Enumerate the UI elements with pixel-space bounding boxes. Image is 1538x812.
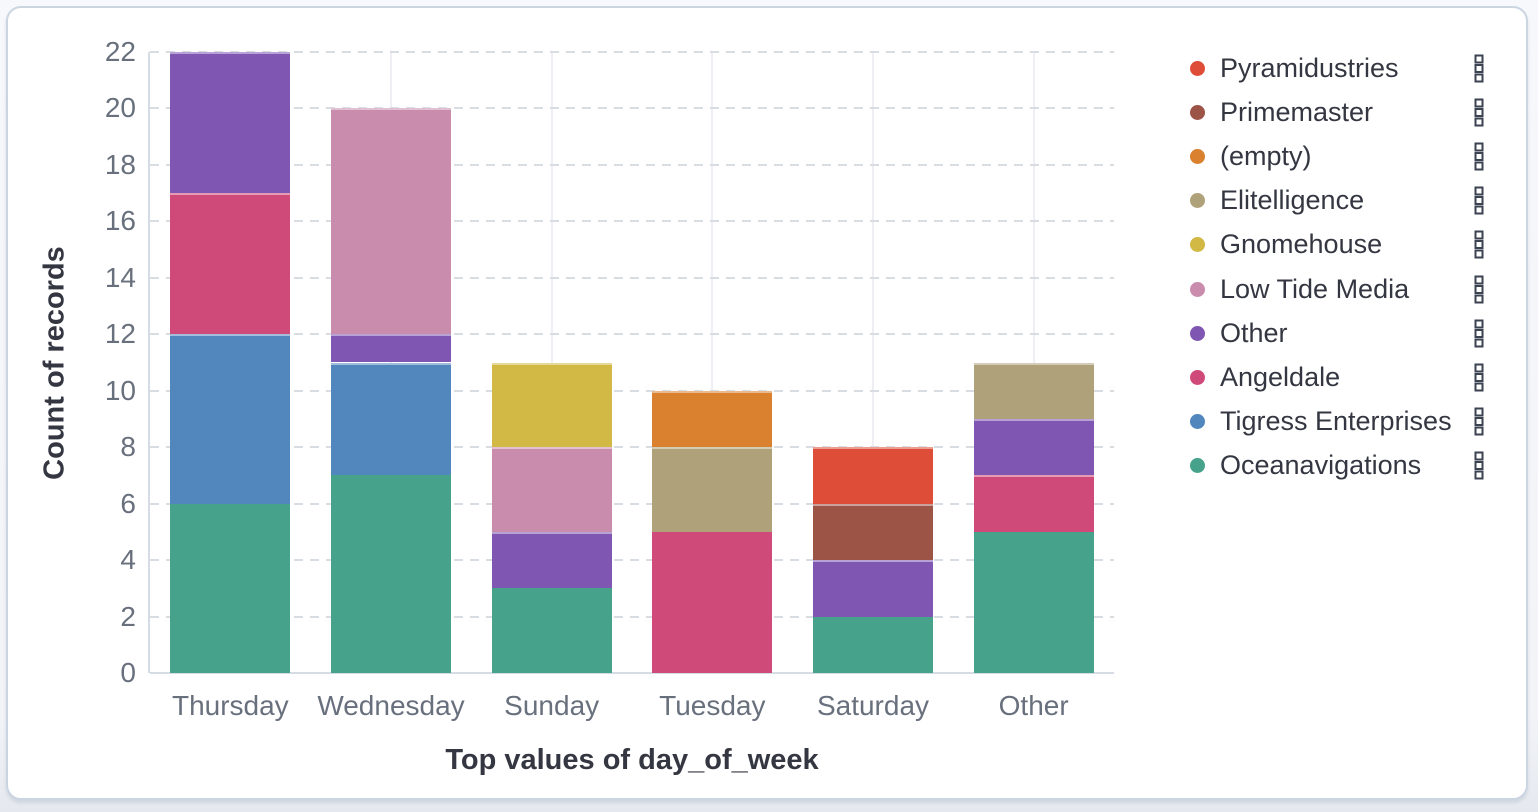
bar-segment-oceanavigations[interactable] — [331, 475, 451, 673]
y-axis-tick-label: 14 — [104, 261, 136, 293]
horizontal-gridline — [150, 107, 1114, 110]
legend-color-dot — [1190, 325, 1205, 341]
legend-item-label: Pyramidustries — [1220, 52, 1399, 83]
legend-actions-icon[interactable] — [1474, 451, 1484, 480]
visualization-panel: Count of records Top values of day_of_we… — [6, 6, 1528, 800]
horizontal-gridline — [150, 51, 1114, 53]
legend-actions-icon[interactable] — [1474, 186, 1484, 215]
vertical-gridline — [872, 52, 874, 673]
horizontal-gridline — [150, 389, 1114, 392]
bar-segment-other[interactable] — [813, 560, 933, 617]
legend-item[interactable]: Pyramidustries — [1182, 46, 1512, 90]
x-axis-tick-label: Tuesday — [659, 690, 766, 721]
legend-color-dot — [1190, 414, 1205, 430]
bar-segment-other[interactable] — [170, 52, 291, 194]
legend-item[interactable]: Angeldale — [1182, 355, 1512, 399]
bar-segment-oceanavigations[interactable] — [973, 531, 1094, 673]
legend-item[interactable]: Low Tide Media — [1182, 267, 1512, 311]
horizontal-gridline — [150, 446, 1114, 449]
legend-item-label: Primemaster — [1220, 96, 1374, 127]
y-axis-tick-label: 10 — [104, 374, 136, 406]
legend-actions-icon[interactable] — [1474, 319, 1484, 348]
bar-segment-oceanavigations[interactable] — [170, 503, 291, 673]
y-axis-tick-label: 20 — [104, 92, 136, 124]
bar-segment-angeldale[interactable] — [652, 531, 773, 673]
y-axis-tick-label: 4 — [120, 544, 136, 576]
y-axis-tick-label: 6 — [120, 487, 136, 519]
legend-item-label: Low Tide Media — [1220, 273, 1410, 304]
x-axis-tick-label: Saturday — [816, 690, 930, 721]
legend-actions-icon[interactable] — [1474, 275, 1484, 304]
legend-item[interactable]: Primemaster — [1182, 90, 1512, 134]
legend-actions-icon[interactable] — [1474, 230, 1484, 259]
bar-segment-oceanavigations[interactable] — [813, 616, 933, 673]
legend-color-dot — [1190, 60, 1205, 76]
legend-actions-icon[interactable] — [1474, 407, 1484, 436]
y-axis-tick-label: 0 — [120, 657, 136, 688]
x-axis-tick-label: Sunday — [504, 690, 600, 721]
legend-color-dot — [1190, 458, 1205, 474]
x-axis-tick-label: Other — [998, 690, 1069, 721]
horizontal-gridline — [150, 559, 1114, 562]
x-axis-tick-label: Wednesday — [317, 690, 465, 721]
legend-item[interactable]: (empty) — [1182, 134, 1512, 178]
bar-segment-other[interactable] — [331, 334, 451, 363]
y-axis-tick-label: 16 — [104, 205, 136, 237]
legend-item[interactable]: Elitelligence — [1182, 179, 1512, 223]
legend-item[interactable]: Gnomehouse — [1182, 223, 1512, 267]
y-axis-tick-label: 2 — [120, 600, 136, 632]
x-axis-tick-label: Thursday — [171, 690, 289, 721]
legend-item-label: (empty) — [1220, 140, 1312, 171]
y-axis-tick-label: 12 — [104, 318, 136, 350]
legend-actions-icon[interactable] — [1474, 142, 1484, 171]
legend: Pyramidustries Primemaster (empty) Elitelli… — [1182, 46, 1512, 488]
legend-item-label: Oceanavigations — [1220, 450, 1422, 481]
legend-color-dot — [1190, 369, 1205, 385]
bar-segment-tigress-enterprises[interactable] — [331, 362, 451, 476]
y-axis-tick-label: 22 — [104, 36, 136, 67]
bar-segment-angeldale[interactable] — [973, 475, 1094, 532]
legend-item-label: Tigress Enterprises — [1220, 406, 1452, 437]
bar-segment-oceanavigations[interactable] — [491, 588, 612, 673]
bar-segment-empty[interactable] — [652, 390, 773, 448]
bar-segment-gnomehouse[interactable] — [491, 362, 612, 448]
legend-item[interactable]: Other — [1182, 311, 1512, 355]
horizontal-gridline — [150, 220, 1114, 223]
legend-actions-icon[interactable] — [1474, 363, 1484, 392]
y-axis-line — [148, 52, 150, 673]
legend-item[interactable]: Tigress Enterprises — [1182, 400, 1512, 444]
y-axis-tick-label: 8 — [120, 431, 136, 463]
x-axis-title: Top values of day_of_week — [445, 744, 819, 776]
legend-item[interactable]: Oceanavigations — [1182, 444, 1512, 488]
legend-actions-icon[interactable] — [1474, 54, 1484, 83]
y-axis-tick-label: 18 — [104, 148, 136, 180]
horizontal-gridline — [150, 615, 1114, 618]
horizontal-gridline — [150, 502, 1114, 505]
bar-segment-elitelligence[interactable] — [652, 447, 773, 532]
legend-item-label: Other — [1220, 317, 1288, 348]
bar-segment-low-tide-media[interactable] — [491, 447, 612, 532]
horizontal-gridline — [150, 163, 1114, 166]
legend-item-label: Elitelligence — [1220, 185, 1365, 216]
horizontal-gridline — [150, 333, 1114, 336]
legend-actions-icon[interactable] — [1474, 98, 1484, 127]
legend-color-dot — [1190, 104, 1205, 120]
x-axis-line — [150, 672, 1114, 674]
horizontal-gridline — [150, 276, 1114, 279]
vertical-gridline — [711, 52, 714, 673]
bar-segment-tigress-enterprises[interactable] — [170, 334, 291, 504]
bar-segment-other[interactable] — [491, 531, 612, 589]
bar-segment-low-tide-media[interactable] — [331, 108, 451, 335]
legend-color-dot — [1190, 237, 1205, 253]
bar-segment-primemaster[interactable] — [813, 503, 933, 561]
bar-segment-angeldale[interactable] — [170, 193, 291, 335]
legend-color-dot — [1190, 148, 1205, 164]
bar-segment-elitelligence[interactable] — [973, 362, 1094, 419]
legend-item-label: Gnomehouse — [1220, 229, 1383, 260]
legend-item-label: Angeldale — [1220, 361, 1341, 392]
bar-segment-other[interactable] — [973, 418, 1094, 476]
bar-segment-pyramidustries[interactable] — [813, 447, 933, 504]
legend-color-dot — [1190, 281, 1205, 297]
legend-color-dot — [1190, 193, 1205, 209]
